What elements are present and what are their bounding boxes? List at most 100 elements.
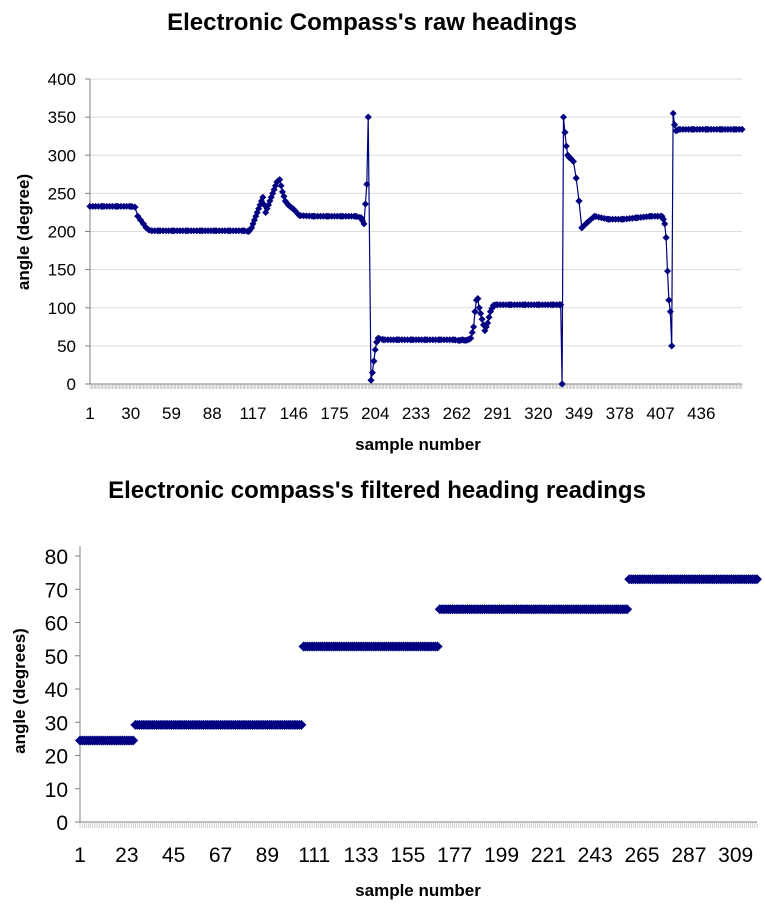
data-point xyxy=(470,323,478,331)
data-point xyxy=(357,214,365,222)
x-tick-label: 23 xyxy=(115,844,138,867)
data-point xyxy=(370,357,378,365)
y-tick-label: 350 xyxy=(48,108,76,127)
data-point xyxy=(169,227,177,235)
data-point xyxy=(296,719,307,730)
grid xyxy=(90,78,742,347)
x-axis-label: sample number xyxy=(355,435,481,454)
data-point xyxy=(689,125,697,133)
data-point xyxy=(506,301,514,309)
x-tick-label: 133 xyxy=(343,844,378,867)
data-point xyxy=(578,224,586,232)
data-point xyxy=(731,125,739,133)
data-point xyxy=(374,334,382,342)
x-tick-label: 111 xyxy=(298,844,330,867)
data-point xyxy=(148,227,156,235)
data-point xyxy=(364,113,372,121)
data-point xyxy=(560,113,568,121)
data-point xyxy=(309,212,317,220)
x-tick-label: 89 xyxy=(256,844,279,867)
data-point xyxy=(738,125,746,133)
data-point xyxy=(557,301,565,309)
x-tick-label: 378 xyxy=(606,404,634,423)
data-point xyxy=(277,182,285,190)
data-point xyxy=(486,308,494,316)
data-point xyxy=(371,346,379,354)
data-point xyxy=(367,376,375,384)
data-point xyxy=(467,334,475,342)
x-tick-label: 45 xyxy=(162,844,185,867)
data-point xyxy=(562,142,570,150)
data-point xyxy=(675,125,683,133)
x-tick-label: 243 xyxy=(578,844,613,867)
data-point xyxy=(668,342,676,350)
data-point xyxy=(361,200,369,208)
x-tick-label: 309 xyxy=(718,844,753,867)
x-tick-label: 320 xyxy=(524,404,552,423)
filtered-headings-chart: Electronic compass's filtered heading re… xyxy=(10,477,762,900)
series-line xyxy=(90,113,742,385)
data-point xyxy=(558,380,566,388)
y-tick-label: 200 xyxy=(48,223,76,242)
x-tick-label: 291 xyxy=(483,404,511,423)
data-point xyxy=(583,218,591,226)
data-point xyxy=(256,201,264,209)
x-tick-label: 67 xyxy=(209,844,232,867)
chart-title: Electronic compass's filtered heading re… xyxy=(108,477,646,504)
data-point xyxy=(128,735,139,746)
data-point xyxy=(360,220,368,228)
data-point xyxy=(250,216,258,224)
x-tick-label: 146 xyxy=(280,404,308,423)
data-point xyxy=(575,197,583,205)
data-point xyxy=(432,641,443,652)
data-point xyxy=(450,336,458,344)
data-point xyxy=(590,212,598,220)
x-tick-label: 30 xyxy=(121,404,140,423)
data-point xyxy=(664,267,672,275)
data-point xyxy=(408,336,416,344)
x-tick-label: 59 xyxy=(162,404,181,423)
data-point xyxy=(520,301,528,309)
data-point xyxy=(183,227,191,235)
data-point xyxy=(270,186,278,194)
x-tick-label: 1 xyxy=(85,404,94,423)
data-point xyxy=(99,202,107,210)
x-tick-label: 199 xyxy=(484,844,519,867)
data-point xyxy=(703,125,711,133)
axes xyxy=(75,546,758,828)
y-tick-label: 70 xyxy=(45,579,68,602)
y-tick-label: 0 xyxy=(67,375,76,394)
data-point xyxy=(471,308,479,316)
data-point xyxy=(113,202,121,210)
data-point xyxy=(484,319,492,327)
x-tick-label: 233 xyxy=(402,404,430,423)
x-tick-label: 287 xyxy=(671,844,706,867)
data-point xyxy=(752,574,762,585)
x-tick-label: 436 xyxy=(687,404,715,423)
data-point xyxy=(654,212,662,220)
series-line xyxy=(86,109,746,388)
y-tick-label: 100 xyxy=(48,299,76,318)
data-point xyxy=(295,211,303,219)
data-point xyxy=(352,212,360,220)
x-tick-label: 262 xyxy=(443,404,471,423)
data-point xyxy=(211,227,219,235)
data-point xyxy=(131,203,139,211)
y-tick-label: 30 xyxy=(45,712,68,735)
x-tick-label: 175 xyxy=(320,404,348,423)
data-point xyxy=(569,157,577,165)
data-point xyxy=(264,201,272,209)
x-tick-label: 177 xyxy=(437,844,472,867)
y-tick-label: 10 xyxy=(45,779,68,802)
data-point xyxy=(436,336,444,344)
y-tick-label: 40 xyxy=(45,679,68,702)
x-tick-labels: 1 30 59 88 117 146 175 204 233 262 291 320 349 378 407… xyxy=(85,404,715,423)
y-tick-labels: 0 50 100 150 200 250 300 350 400 xyxy=(48,70,76,394)
data-point xyxy=(662,234,670,242)
y-tick-label: 150 xyxy=(48,261,76,280)
data-point xyxy=(548,301,556,309)
data-point xyxy=(422,336,430,344)
x-tick-label: 204 xyxy=(361,404,389,423)
data-point xyxy=(622,604,633,615)
data-point xyxy=(394,336,402,344)
